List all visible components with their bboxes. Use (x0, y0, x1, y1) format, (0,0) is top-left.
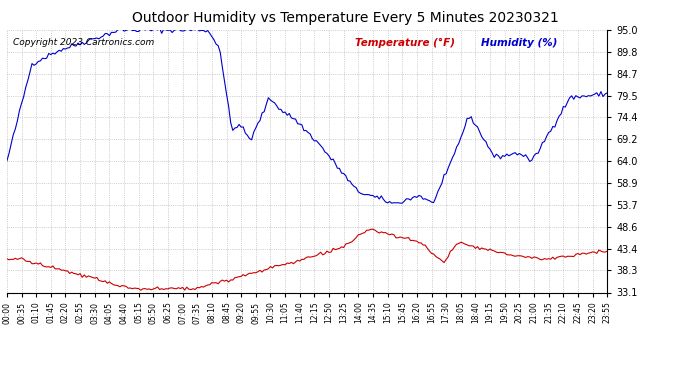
Text: Humidity (%): Humidity (%) (481, 38, 558, 48)
Text: Temperature (°F): Temperature (°F) (355, 38, 455, 48)
Text: Copyright 2023 Cartronics.com: Copyright 2023 Cartronics.com (13, 38, 154, 47)
Text: Outdoor Humidity vs Temperature Every 5 Minutes 20230321: Outdoor Humidity vs Temperature Every 5 … (132, 11, 558, 25)
